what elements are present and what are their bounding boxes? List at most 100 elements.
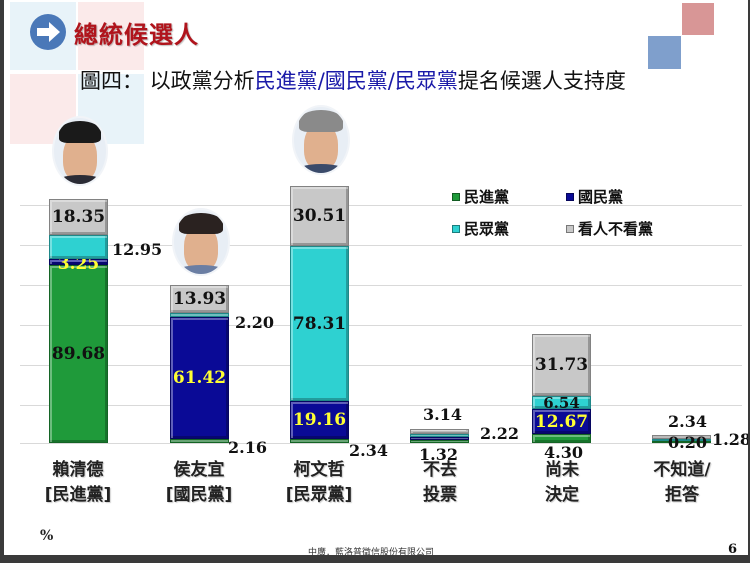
figure-title: 圖四： 以政黨分析民進黨/國民黨/民眾黨提名候選人支持度 [80, 65, 626, 95]
avatar-ko [292, 105, 350, 175]
xaxis-label-unknown: 不知道/ 拒答 [632, 458, 732, 508]
segment-neither [652, 435, 711, 439]
hair-image [299, 109, 343, 133]
figure-title-sep: / [387, 69, 395, 93]
xaxis-label-line: 拒答 [665, 485, 699, 505]
value-label: 31.73 [534, 355, 589, 375]
value-label-tpp: 12.95 [112, 240, 163, 259]
xaxis-label-line: 投票 [423, 485, 457, 505]
segment-tpp: 78.31 [290, 246, 349, 401]
baseline [20, 443, 742, 444]
section-header: 總統候選人 [30, 14, 199, 50]
segment-dpp [532, 434, 591, 443]
deco-square-blue [648, 36, 681, 69]
bar-undecided: 12.67 6.54 31.73 [532, 334, 591, 443]
value-label-dpp: 2.34 [349, 441, 388, 460]
footer-source: 中廣．藍洛普徵信股份有限公司 [308, 548, 435, 555]
shirt-image [294, 163, 348, 173]
segment-neither [410, 429, 469, 434]
value-label: 6.54 [543, 393, 580, 412]
legend-label: 國民黨 [578, 188, 624, 206]
bar-hou: 61.42 13.93 [170, 285, 229, 443]
legend-label: 民進黨 [464, 188, 510, 206]
bar-lai: 89.68 3.25 18.35 [49, 199, 108, 443]
segment-dpp: 89.68 [49, 265, 108, 443]
figure-title-sep: / [317, 69, 325, 93]
xaxis-label-line: [國民黨] [165, 485, 233, 505]
deco-square-red [682, 3, 714, 35]
legend-swatch-navy [566, 192, 574, 201]
hair-image [59, 120, 101, 144]
figure-title-prefix: 圖四： 以政黨分析 [80, 69, 255, 93]
xaxis-label-line: [民進黨] [44, 485, 112, 505]
section-title: 總統候選人 [74, 20, 199, 49]
legend-swatch-gray [566, 224, 574, 233]
xaxis-label-line: [民眾黨] [285, 485, 353, 505]
value-label-tpp: 2.20 [235, 313, 274, 332]
bar-unknown [652, 435, 711, 443]
figure-title-tpp: 民眾黨 [394, 69, 458, 93]
xaxis-label-line: 決定 [545, 485, 579, 505]
xaxis-label-line: 尚未 [545, 460, 579, 480]
xaxis-label-line: 侯友宜 [173, 460, 225, 480]
legend-item-neither: 看人不看黨 [566, 218, 653, 239]
hair-image [179, 212, 223, 235]
value-label-neither: 3.14 [423, 405, 462, 424]
segment-kmt: 61.42 [170, 317, 229, 439]
bar-ko: 19.16 78.31 30.51 [290, 186, 349, 443]
value-label-dpp: 1.32 [419, 445, 458, 464]
segment-tpp [410, 434, 469, 437]
gridline [20, 245, 742, 246]
xaxis-label-line: 不知道/ [653, 460, 711, 480]
shirt-image [54, 174, 106, 184]
legend-swatch-cyan [452, 224, 460, 233]
segment-tpp [49, 235, 108, 259]
xaxis-label-not-voting: 不去 投票 [390, 458, 490, 508]
value-label: 12.67 [534, 411, 589, 432]
legend-item-kmt: 國民黨 [566, 186, 623, 207]
xaxis-label-line: 不去 [423, 460, 457, 480]
xaxis-label-hou: 侯友宜 [國民黨] [149, 458, 249, 508]
segment-kmt: 3.25 [49, 254, 108, 274]
value-label: 19.16 [292, 410, 347, 430]
xaxis-label-undecided: 尚未 決定 [512, 458, 612, 508]
segment-tpp [652, 439, 711, 441]
figure-title-suffix: 提名候選人支持度 [457, 69, 626, 93]
value-label: 30.51 [292, 206, 347, 226]
segment-kmt: 19.16 [290, 401, 349, 439]
unit-label: % [40, 528, 54, 544]
slide: 總統候選人 圖四： 以政黨分析民進黨/國民黨/民眾黨提名候選人支持度 民進黨 國… [4, 0, 748, 555]
value-label-dpp: 4.30 [544, 443, 583, 462]
segment-tpp: 6.54 [532, 393, 591, 412]
arrow-right-icon [30, 14, 66, 50]
segment-dpp [170, 439, 229, 443]
value-label-dpp: 2.16 [228, 438, 267, 457]
value-label: 13.93 [172, 289, 227, 309]
gridline [20, 325, 742, 326]
legend-item-tpp: 民眾黨 [452, 218, 509, 239]
gridline [20, 365, 742, 366]
segment-neither: 30.51 [290, 186, 349, 246]
figure-title-dpp: 民進黨 [254, 69, 318, 93]
segment-neither: 31.73 [532, 334, 591, 396]
legend-label: 民眾黨 [464, 220, 510, 238]
deco-square-tr-pink [78, 2, 144, 70]
value-label-tpp: 2.22 [480, 424, 519, 443]
segment-dpp [652, 441, 711, 443]
gridline [20, 285, 742, 286]
segment-neither: 18.35 [49, 199, 108, 235]
legend-swatch-green [452, 192, 460, 201]
value-label: 18.35 [51, 207, 106, 227]
legend-item-dpp: 民進黨 [452, 186, 509, 207]
segment-kmt: 12.67 [532, 409, 591, 434]
value-label-neither: 2.34 [668, 412, 707, 431]
legend-label: 看人不看黨 [578, 220, 654, 238]
value-label: 61.42 [172, 368, 227, 388]
segment-dpp [290, 439, 349, 443]
value-label-tpp: 1.28 [712, 430, 748, 449]
value-label: 78.31 [292, 313, 347, 334]
gridline [20, 405, 742, 406]
avatar-hou [172, 208, 230, 276]
value-label-dpp: 0.20 [668, 433, 707, 452]
segment-tpp [170, 313, 229, 317]
